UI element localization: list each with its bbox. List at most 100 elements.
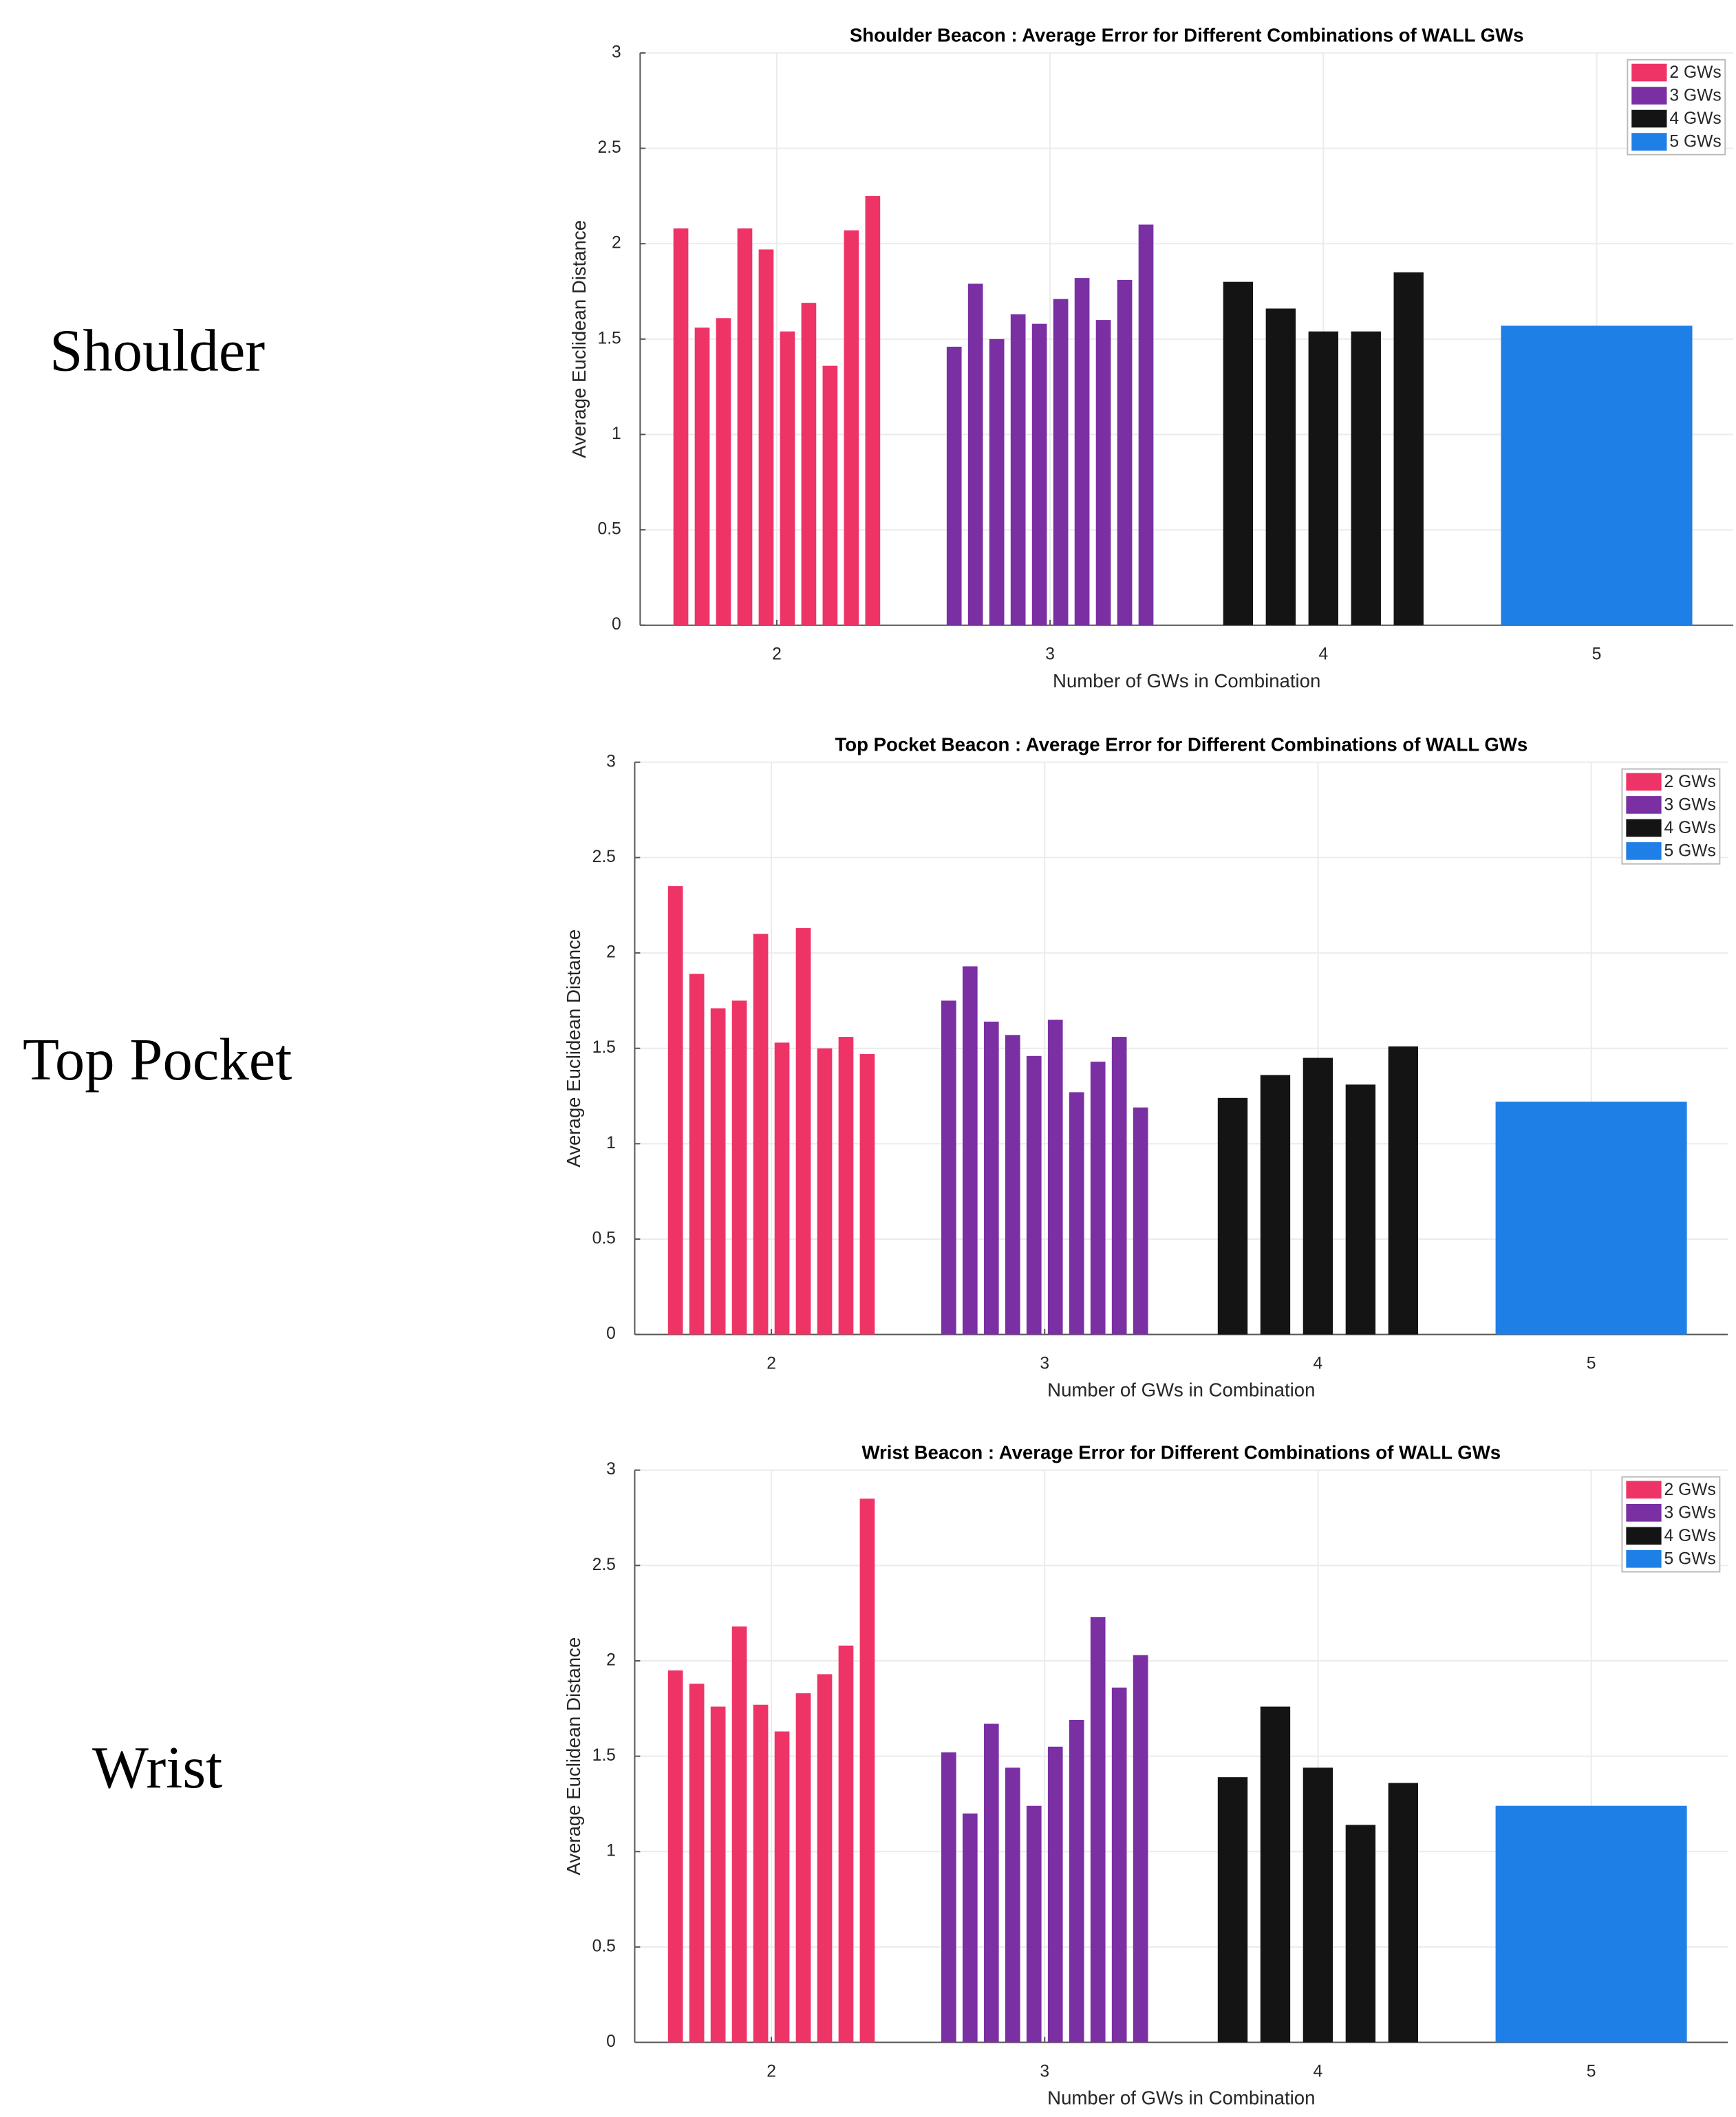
- row-label: Shoulder: [50, 317, 265, 383]
- bar: [1345, 1825, 1376, 2043]
- y-tick-label: 2: [606, 1651, 616, 1669]
- bar: [774, 1042, 790, 1335]
- bar: [1047, 1020, 1063, 1335]
- bar: [1026, 1055, 1042, 1335]
- bar: [710, 1008, 726, 1335]
- bar: [1388, 1046, 1419, 1335]
- bar: [1393, 272, 1424, 625]
- bar: [1133, 1107, 1148, 1335]
- legend-swatch: [1626, 1481, 1662, 1499]
- chart-title: Shoulder Beacon : Average Error for Diff…: [850, 25, 1524, 46]
- bar: [844, 230, 859, 625]
- bar: [962, 966, 978, 1335]
- bar: [689, 1684, 705, 2043]
- row-label: Top Pocket: [23, 1027, 292, 1093]
- y-tick-label: 2.5: [592, 1556, 616, 1574]
- legend-swatch: [1626, 842, 1662, 860]
- legend-label: 4 GWs: [1669, 109, 1721, 128]
- bar: [1217, 1097, 1248, 1335]
- y-tick-label: 1: [612, 425, 621, 443]
- x-tick-label: 4: [1314, 1354, 1323, 1373]
- bar: [1026, 1805, 1042, 2043]
- x-tick-label: 5: [1587, 2062, 1596, 2081]
- bar: [710, 1706, 726, 2043]
- bar: [1117, 279, 1133, 625]
- bar: [1095, 320, 1111, 625]
- bar: [1303, 1767, 1333, 2043]
- legend-swatch: [1631, 133, 1667, 151]
- row-label: Wrist: [92, 1734, 222, 1801]
- bar: [780, 331, 795, 625]
- bar: [1005, 1035, 1020, 1335]
- legend-label: 2 GWs: [1669, 63, 1721, 82]
- x-axis-label: Number of GWs in Combination: [1053, 670, 1320, 691]
- bar: [838, 1037, 854, 1335]
- bar: [1010, 314, 1026, 625]
- chart: 0 0.5 1 1.5 2 2.5 3 2 3 4 5 Top Pocket Beacon : Ave…: [563, 733, 1728, 1401]
- y-tick-label: 2: [606, 943, 616, 962]
- legend-label: 4 GWs: [1664, 1527, 1716, 1545]
- bar: [753, 934, 769, 1335]
- legend-swatch: [1626, 773, 1662, 791]
- y-tick-label: 1.5: [592, 1038, 616, 1057]
- bar: [838, 1645, 854, 2043]
- legend-swatch: [1626, 1550, 1662, 1568]
- legend-swatch: [1626, 1504, 1662, 1522]
- x-tick-label: 3: [1040, 1354, 1049, 1373]
- bar: [1260, 1706, 1291, 2043]
- legend-label: 2 GWs: [1664, 1481, 1716, 1499]
- bar: [1388, 1783, 1419, 2043]
- bar: [689, 974, 705, 1335]
- bar: [822, 365, 838, 625]
- legend-label: 5 GWs: [1664, 1549, 1716, 1568]
- bar: [1217, 1777, 1248, 2043]
- bar: [962, 1813, 978, 2043]
- bar: [731, 1626, 747, 2043]
- bar: [753, 1704, 769, 2043]
- bar: [1223, 281, 1254, 625]
- bar: [1031, 323, 1047, 625]
- chart-title: Wrist Beacon : Average Error for Differe…: [862, 1441, 1501, 1463]
- bar: [1053, 299, 1069, 625]
- y-axis-label: Average Euclidean Distance: [568, 220, 590, 458]
- chart: 0 0.5 1 1.5 2 2.5 3 2 3 4 5 Shoulder Beacon : Avera…: [568, 25, 1734, 691]
- bar: [731, 1000, 747, 1335]
- x-tick-label: 2: [767, 2062, 776, 2081]
- bar: [1133, 1655, 1148, 2043]
- y-tick-label: 2.5: [598, 138, 621, 157]
- bar: [817, 1674, 833, 2043]
- bar: [941, 1752, 956, 2043]
- bar: [673, 228, 689, 625]
- chart: 0 0.5 1 1.5 2 2.5 3 2 3 4 5 Wrist Beacon : Average …: [563, 1441, 1728, 2109]
- bar: [1501, 325, 1693, 625]
- bar: [1111, 1687, 1127, 2043]
- bar: [795, 1693, 811, 2043]
- chart-title: Top Pocket Beacon : Average Error for Di…: [835, 733, 1528, 755]
- x-tick-label: 2: [772, 645, 782, 664]
- x-tick-label: 2: [767, 1354, 776, 1373]
- bar: [859, 1498, 875, 2043]
- bar: [795, 928, 811, 1335]
- x-tick-label: 3: [1040, 2062, 1049, 2081]
- bar: [1005, 1767, 1020, 2043]
- bar: [1069, 1719, 1084, 2043]
- legend-swatch: [1626, 796, 1662, 814]
- y-tick-label: 0.5: [598, 520, 621, 539]
- legend-label: 3 GWs: [1664, 795, 1716, 814]
- legend-swatch: [1631, 63, 1667, 82]
- bar: [1495, 1805, 1687, 2043]
- bar: [941, 1000, 956, 1335]
- y-tick-label: 1: [606, 1842, 616, 1860]
- y-tick-label: 0: [606, 1324, 616, 1343]
- y-tick-label: 2: [612, 234, 621, 252]
- bar: [1069, 1092, 1084, 1335]
- bar: [1138, 224, 1154, 625]
- y-tick-label: 0.5: [592, 1937, 616, 1955]
- bar: [983, 1723, 999, 2043]
- bar: [1303, 1057, 1333, 1335]
- bar: [1090, 1617, 1106, 2043]
- legend-label: 4 GWs: [1664, 819, 1716, 837]
- y-tick-label: 1.5: [598, 329, 621, 347]
- y-axis-label: Average Euclidean Distance: [563, 1637, 584, 1876]
